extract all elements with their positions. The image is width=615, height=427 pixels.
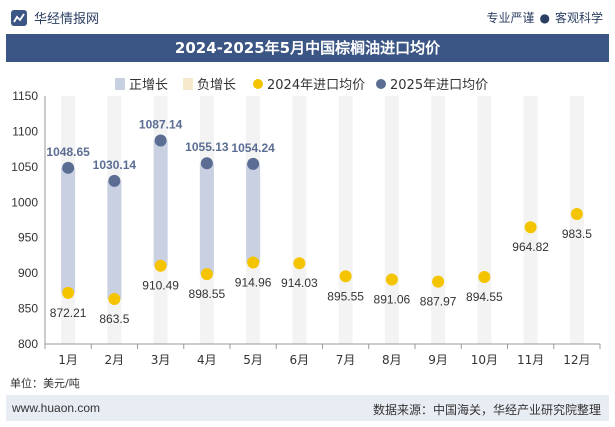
x-tick-label: 11月: [517, 353, 544, 367]
point-2024: [200, 268, 213, 281]
legend-label: 正增长: [129, 78, 168, 93]
y-tick-label: 1100: [12, 124, 38, 138]
point-2024: [385, 273, 398, 286]
column-band: [477, 96, 492, 344]
data-label-2024: 895.55: [327, 289, 364, 303]
point-2025: [200, 157, 213, 170]
column-band: [292, 96, 307, 344]
point-2024: [154, 259, 167, 272]
brand-name: 华经情报网: [34, 12, 100, 27]
legend-marker: [376, 79, 386, 89]
data-label-2025: 1030.14: [93, 158, 137, 172]
x-tick-label: 10月: [471, 353, 498, 367]
data-label-2024: 964.82: [512, 240, 549, 254]
growth-bar: [246, 163, 261, 263]
growth-bar: [61, 167, 76, 293]
data-label-2025: 1055.13: [185, 140, 229, 154]
point-2025: [108, 174, 121, 187]
point-2025: [247, 157, 260, 170]
data-label-2024: 898.55: [189, 287, 226, 301]
data-label-2024: 891.06: [374, 292, 411, 306]
chart-title: 2024-2025年5月中国棕榈油进口均价: [6, 34, 609, 62]
point-2024: [478, 271, 491, 284]
x-tick-label: 9月: [428, 353, 448, 367]
x-tick-label: 5月: [243, 353, 263, 367]
column-band: [384, 96, 399, 344]
slogan: 专业严谨 ● 客观科学: [486, 9, 603, 26]
data-label-2025: 1054.24: [231, 141, 275, 155]
data-label-2024: 983.5: [562, 227, 592, 241]
point-2024: [62, 286, 75, 299]
slogan-separator: ●: [539, 11, 550, 25]
y-tick-label: 1150: [12, 89, 38, 103]
unit-label: 单位：美元/吨: [10, 377, 80, 390]
legend-label: 2025年进口均价: [390, 78, 488, 93]
slogan-left: 专业严谨: [486, 11, 535, 25]
y-tick-label: 850: [18, 302, 38, 316]
x-tick-label: 8月: [382, 353, 402, 367]
point-2024: [524, 221, 537, 234]
data-label-2024: 894.55: [466, 290, 503, 304]
data-label-2024: 914.03: [281, 276, 318, 290]
y-tick-label: 950: [18, 231, 38, 245]
price-chart: 800 850 900 950 1000 1050 1100 1150 1月 2月 3月 4月 5月 6月…: [11, 78, 601, 367]
point-2024: [293, 257, 306, 270]
data-label-2024: 914.96: [235, 276, 272, 290]
legend-swatch: [183, 78, 193, 90]
y-tick-label: 800: [18, 337, 38, 351]
point-2025: [62, 161, 75, 174]
header-bar: 华经情报网 专业严谨 ● 客观科学: [0, 0, 615, 34]
column-band: [523, 96, 538, 344]
x-tick-label: 2月: [105, 353, 125, 367]
legend-label: 2024年进口均价: [267, 78, 365, 93]
data-label-2024: 910.49: [142, 279, 179, 293]
data-label-2025: 1048.65: [46, 145, 90, 159]
x-tick-label: 7月: [336, 353, 356, 367]
point-2024: [570, 207, 583, 220]
y-tick-label: 900: [18, 266, 38, 280]
point-2024: [339, 270, 352, 283]
data-source: 数据来源：中国海关，华经产业研究院整理: [372, 403, 601, 417]
growth-bar: [199, 163, 214, 275]
data-label-2024: 872.21: [50, 306, 87, 320]
legend-label: 负增长: [197, 78, 236, 93]
y-tick-label: 1000: [11, 195, 38, 209]
point-2024: [108, 293, 121, 306]
footer-bar: www.huaon.com 数据来源：中国海关，华经产业研究院整理: [6, 395, 609, 421]
x-tick-label: 1月: [58, 353, 78, 367]
column-band: [569, 96, 584, 344]
x-tick-label: 12月: [563, 353, 590, 367]
x-tick-label: 4月: [197, 353, 217, 367]
x-tick-label: 6月: [290, 353, 310, 367]
point-2024: [247, 256, 260, 269]
point-2024: [432, 275, 445, 288]
data-label-2024: 887.97: [420, 295, 457, 309]
brand: 华经情报网: [10, 8, 99, 27]
logo-icon: [11, 9, 27, 26]
legend-swatch: [115, 78, 125, 90]
growth-bar: [153, 140, 168, 266]
point-2025: [154, 134, 167, 147]
slogan-right: 客观科学: [554, 11, 603, 25]
growth-bar: [107, 180, 122, 300]
column-band: [338, 96, 353, 344]
y-tick-label: 1050: [11, 160, 38, 174]
data-label-2024: 863.5: [99, 312, 129, 326]
legend-marker: [253, 79, 263, 89]
data-label-2025: 1087.14: [139, 118, 183, 132]
x-tick-label: 3月: [151, 353, 171, 367]
site-url: www.huaon.com: [12, 401, 101, 415]
